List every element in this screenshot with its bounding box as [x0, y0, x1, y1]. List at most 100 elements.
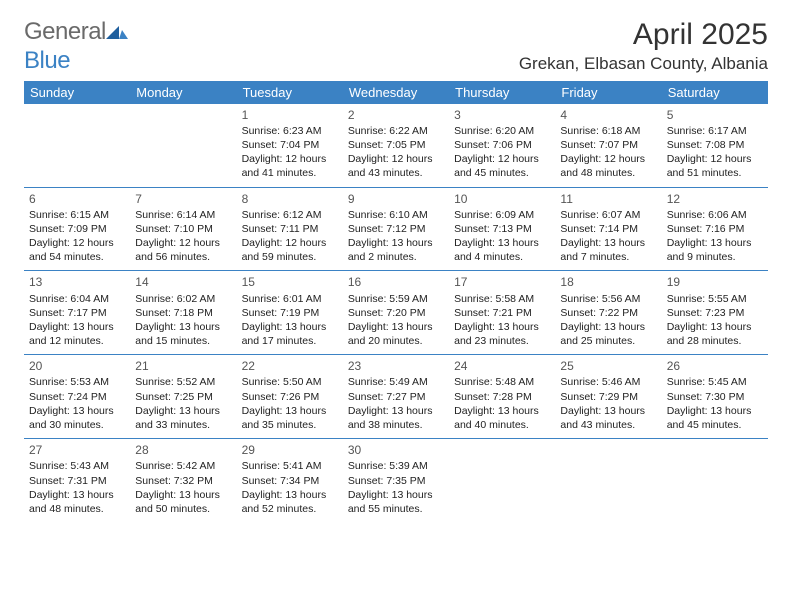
calendar-table: Sunday Monday Tuesday Wednesday Thursday…: [24, 81, 768, 522]
sunset-line: Sunset: 7:17 PM: [29, 307, 107, 319]
daylight-line: Daylight: 13 hours and 20 minutes.: [348, 321, 433, 347]
daylight-line: Daylight: 12 hours and 45 minutes.: [454, 153, 539, 179]
day-number: 11: [560, 191, 656, 207]
calendar-day-cell: 18 Sunrise: 5:56 AM Sunset: 7:22 PM Dayligh…: [555, 271, 661, 355]
calendar-day-cell: 23Sunrise: 5:49 AMSunset: 7:27 PMDayligh…: [343, 355, 449, 439]
logo: GeneralBlue: [24, 18, 128, 75]
calendar-day-cell: 27Sunrise: 5:43 AMSunset: 7:31 PMDayligh…: [24, 439, 130, 522]
sunset-line: Sunset: 7:10 PM: [135, 223, 213, 235]
logo-text-blue: Blue: [24, 47, 70, 74]
calendar-day-cell: 3Sunrise: 6:20 AMSunset: 7:06 PMDaylight…: [449, 104, 555, 187]
calendar-day-cell: [24, 104, 130, 187]
day-number: 25: [560, 358, 656, 374]
day-number: 4: [560, 107, 656, 123]
daylight-line: Daylight: 13 hours and 33 minutes.: [135, 405, 220, 431]
daylight-line: Daylight: 12 hours and 43 minutes.: [348, 153, 433, 179]
sunset-line: Sunset: 7:09 PM: [29, 223, 107, 235]
day-number: 20: [29, 358, 125, 374]
calendar-day-cell: 9Sunrise: 6:10 AMSunset: 7:12 PMDaylight…: [343, 187, 449, 271]
daylight-line: Daylight: 13 hours and 17 minutes.: [242, 321, 327, 347]
calendar-day-cell: 28Sunrise: 5:42 AMSunset: 7:32 PMDayligh…: [130, 439, 236, 522]
header: GeneralBlue April 2025 Grekan, Elbasan C…: [24, 18, 768, 75]
weekday-header: Monday: [130, 81, 236, 104]
sunrise-line: Sunrise: 5:39 AM: [348, 460, 428, 472]
calendar-week-row: 20 Sunrise: 5:53 AM Sunset: 7:24 PM Dayligh…: [24, 355, 768, 439]
sunrise-line: Sunrise: 5:58 AM: [454, 293, 534, 305]
daylight-line: Daylight: 13 hours and 4 minutes.: [454, 237, 539, 263]
sunset-line: Sunset: 7:29 PM: [560, 391, 638, 403]
sunrise-line: Sunrise: 5:53 AM: [29, 376, 109, 388]
calendar-day-cell: 7Sunrise: 6:14 AMSunset: 7:10 PMDaylight…: [130, 187, 236, 271]
sunset-line: Sunset: 7:13 PM: [454, 223, 532, 235]
sunset-line: Sunset: 7:16 PM: [667, 223, 745, 235]
daylight-line: Daylight: 12 hours and 56 minutes.: [135, 237, 220, 263]
calendar-day-cell: 8Sunrise: 6:12 AMSunset: 7:11 PMDaylight…: [237, 187, 343, 271]
daylight-line: Daylight: 13 hours and 45 minutes.: [667, 405, 752, 431]
sunset-line: Sunset: 7:08 PM: [667, 139, 745, 151]
weekday-header: Saturday: [662, 81, 768, 104]
sunset-line: Sunset: 7:07 PM: [560, 139, 638, 151]
sunrise-line: Sunrise: 5:49 AM: [348, 376, 428, 388]
page-title: April 2025: [519, 18, 768, 52]
daylight-line: Daylight: 12 hours and 41 minutes.: [242, 153, 327, 179]
sunset-line: Sunset: 7:24 PM: [29, 391, 107, 403]
sunrise-line: Sunrise: 5:55 AM: [667, 293, 747, 305]
sunset-line: Sunset: 7:18 PM: [135, 307, 213, 319]
sunrise-line: Sunrise: 6:04 AM: [29, 293, 109, 305]
title-block: April 2025 Grekan, Elbasan County, Alban…: [519, 18, 768, 74]
day-number: 3: [454, 107, 550, 123]
day-number: 30: [348, 442, 444, 458]
sunset-line: Sunset: 7:14 PM: [560, 223, 638, 235]
sunset-line: Sunset: 7:27 PM: [348, 391, 426, 403]
daylight-line: Daylight: 13 hours and 25 minutes.: [560, 321, 645, 347]
sunrise-line: Sunrise: 6:02 AM: [135, 293, 215, 305]
calendar-day-cell: 21Sunrise: 5:52 AMSunset: 7:25 PMDayligh…: [130, 355, 236, 439]
weekday-header: Thursday: [449, 81, 555, 104]
calendar-week-row: 6Sunrise: 6:15 AMSunset: 7:09 PMDaylight…: [24, 187, 768, 271]
sunrise-line: Sunrise: 5:45 AM: [667, 376, 747, 388]
daylight-line: Daylight: 13 hours and 9 minutes.: [667, 237, 752, 263]
daylight-line: Daylight: 13 hours and 30 minutes.: [29, 405, 114, 431]
sunrise-line: Sunrise: 5:52 AM: [135, 376, 215, 388]
day-number: 8: [242, 191, 338, 207]
calendar-day-cell: 16Sunrise: 5:59 AMSunset: 7:20 PMDayligh…: [343, 271, 449, 355]
sunset-line: Sunset: 7:05 PM: [348, 139, 426, 151]
day-number: 18: [560, 274, 656, 290]
sunset-line: Sunset: 7:04 PM: [242, 139, 320, 151]
sunrise-line: Sunrise: 6:23 AM: [242, 125, 322, 137]
daylight-line: Daylight: 13 hours and 12 minutes.: [29, 321, 114, 347]
calendar-week-row: 13Sunrise: 6:04 AMSunset: 7:17 PMDayligh…: [24, 271, 768, 355]
daylight-line: Daylight: 13 hours and 43 minutes.: [560, 405, 645, 431]
calendar-day-cell: 6Sunrise: 6:15 AMSunset: 7:09 PMDaylight…: [24, 187, 130, 271]
sunrise-line: Sunrise: 5:56 AM: [560, 293, 640, 305]
sunset-line: Sunset: 7:32 PM: [135, 475, 213, 487]
day-number: 7: [135, 191, 231, 207]
calendar-day-cell: 19Sunrise: 5:55 AMSunset: 7:23 PMDayligh…: [662, 271, 768, 355]
daylight-line: Daylight: 13 hours and 35 minutes.: [242, 405, 327, 431]
day-number: 12: [667, 191, 763, 207]
sunset-line: Sunset: 7:20 PM: [348, 307, 426, 319]
calendar-day-cell: 30Sunrise: 5:39 AMSunset: 7:35 PMDayligh…: [343, 439, 449, 522]
daylight-line: Daylight: 13 hours and 52 minutes.: [242, 489, 327, 515]
sunrise-line: Sunrise: 6:07 AM: [560, 209, 640, 221]
calendar-day-cell: 25Sunrise: 5:46 AMSunset: 7:29 PMDayligh…: [555, 355, 661, 439]
sunrise-line: Sunrise: 6:15 AM: [29, 209, 109, 221]
calendar-day-cell: 14Sunrise: 6:02 AMSunset: 7:18 PMDayligh…: [130, 271, 236, 355]
calendar-day-cell: 2Sunrise: 6:22 AMSunset: 7:05 PMDaylight…: [343, 104, 449, 187]
calendar-day-cell: 29Sunrise: 5:41 AMSunset: 7:34 PMDayligh…: [237, 439, 343, 522]
sunset-line: Sunset: 7:22 PM: [560, 307, 638, 319]
daylight-line: Daylight: 12 hours and 48 minutes.: [560, 153, 645, 179]
calendar-day-cell: 11Sunrise: 6:07 AMSunset: 7:14 PMDayligh…: [555, 187, 661, 271]
day-number: 10: [454, 191, 550, 207]
logo-text-general: General: [24, 18, 106, 45]
sunrise-line: Sunrise: 5:43 AM: [29, 460, 109, 472]
weekday-header: Friday: [555, 81, 661, 104]
calendar-day-cell: 22Sunrise: 5:50 AMSunset: 7:26 PMDayligh…: [237, 355, 343, 439]
day-number: 1: [242, 107, 338, 123]
sunrise-line: Sunrise: 6:01 AM: [242, 293, 322, 305]
weekday-header-row: Sunday Monday Tuesday Wednesday Thursday…: [24, 81, 768, 104]
page: GeneralBlue April 2025 Grekan, Elbasan C…: [0, 0, 792, 540]
calendar-day-cell: [662, 439, 768, 522]
calendar-day-cell: 13Sunrise: 6:04 AMSunset: 7:17 PMDayligh…: [24, 271, 130, 355]
sunset-line: Sunset: 7:12 PM: [348, 223, 426, 235]
